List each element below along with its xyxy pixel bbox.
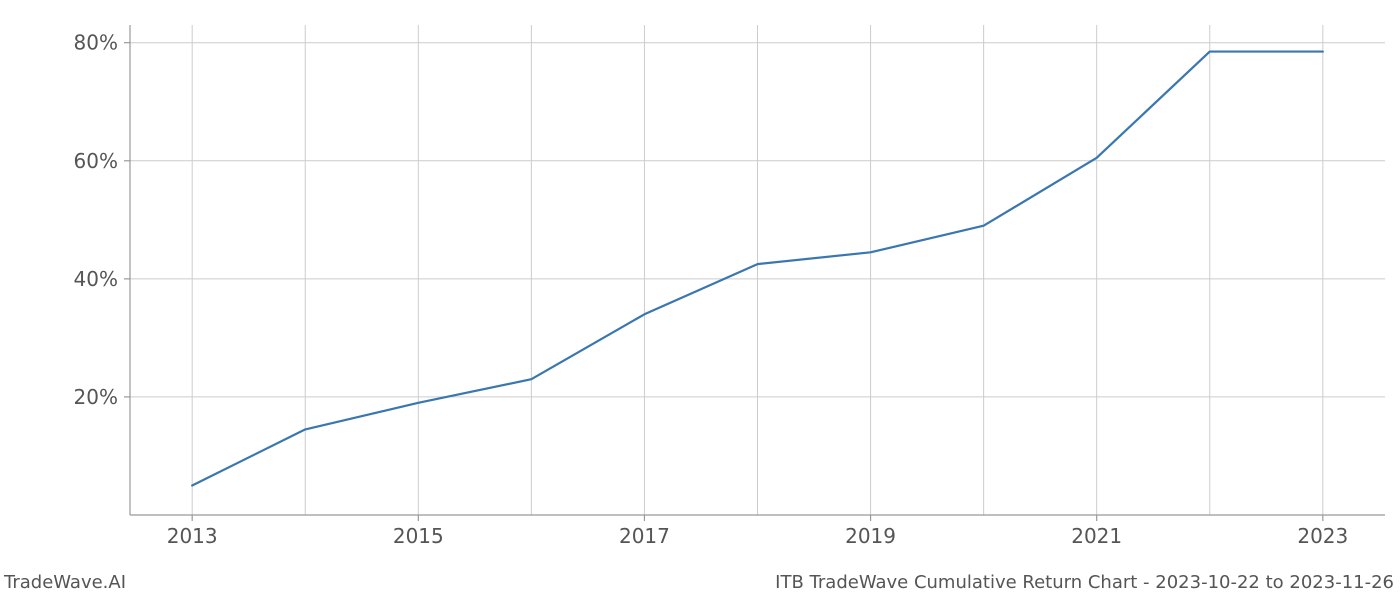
- y-tick-label: 60%: [74, 149, 118, 173]
- x-tick-label: 2015: [393, 524, 444, 548]
- x-tick-label: 2019: [845, 524, 896, 548]
- footer-right: ITB TradeWave Cumulative Return Chart - …: [775, 572, 1394, 593]
- y-tick-label: 20%: [74, 385, 118, 409]
- chart-background: [0, 0, 1400, 600]
- x-tick-label: 2013: [167, 524, 218, 548]
- footer-left: TradeWave.AI: [3, 572, 126, 593]
- x-tick-label: 2017: [619, 524, 670, 548]
- y-tick-label: 40%: [74, 267, 118, 291]
- x-tick-label: 2023: [1297, 524, 1348, 548]
- y-tick-label: 80%: [74, 31, 118, 55]
- chart-container: 2013 2015 2017 2019 2021 2023 20% 40% 60% 80% Trad…: [0, 0, 1400, 600]
- line-chart: 2013 2015 2017 2019 2021 2023 20% 40% 60% 80% Trad…: [0, 0, 1400, 600]
- x-tick-label: 2021: [1071, 524, 1122, 548]
